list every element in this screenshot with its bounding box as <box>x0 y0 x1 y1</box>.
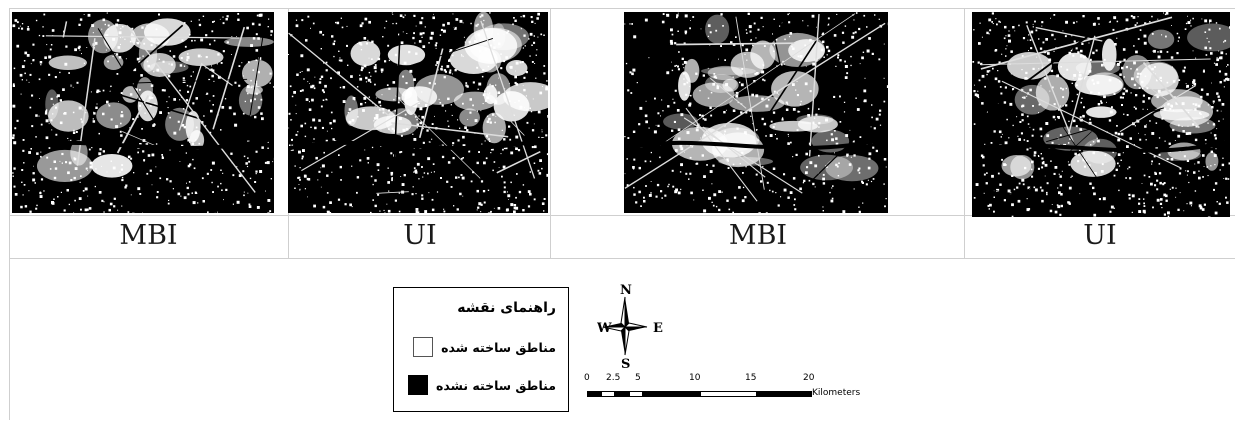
table-border-images-bottom <box>9 215 1235 216</box>
compass-north-label: N <box>620 283 632 298</box>
legend-label-non-built-up: مناطق ساخته نشده <box>436 377 556 393</box>
scale-tick-2-5: 2.5 <box>606 373 621 383</box>
legend-label-built-up: مناطق ساخته شده <box>441 339 556 355</box>
legend-swatch-white <box>413 337 434 357</box>
table-border-captions-bottom <box>9 258 1235 259</box>
map-image-mbi-1 <box>12 12 274 213</box>
legend-item-built-up: مناطق ساخته شده <box>413 336 556 358</box>
scale-seg-7 <box>757 391 812 397</box>
caption-ui-2: UI <box>1083 220 1117 251</box>
table-divider-2 <box>550 8 551 258</box>
compass-south-label: S <box>621 357 630 370</box>
scale-seg-3 <box>615 391 629 397</box>
scale-bar: 0 2.5 5 10 15 20 Kilometers <box>580 373 890 413</box>
scale-tick-5: 5 <box>635 373 641 383</box>
north-arrow-compass-icon: N W E S <box>597 283 663 370</box>
table-border-top <box>9 8 1235 9</box>
map-legend: راهنمای نقشه مناطق ساخته شده مناطق ساخته… <box>393 287 569 412</box>
caption-mbi-1: MBI <box>119 220 178 251</box>
scale-seg-5 <box>643 391 700 397</box>
map-image-ui-2 <box>972 12 1230 217</box>
caption-ui-1: UI <box>403 220 437 251</box>
map-image-mbi-2 <box>624 12 888 213</box>
table-border-left <box>9 8 10 420</box>
scale-unit-label: Kilometers <box>812 388 861 398</box>
scale-seg-4 <box>629 391 643 397</box>
legend-swatch-black <box>408 375 429 395</box>
map-image-ui-1 <box>288 12 548 213</box>
table-divider-3 <box>964 8 965 258</box>
scale-seg-2 <box>601 391 615 397</box>
compass-east-label: E <box>653 321 663 336</box>
scale-seg-1 <box>587 391 601 397</box>
scale-seg-6 <box>700 391 757 397</box>
compass-west-label: W <box>597 321 612 336</box>
legend-title: راهنمای نقشه <box>457 300 556 316</box>
scale-tick-20: 20 <box>803 373 815 383</box>
scale-tick-10: 10 <box>689 373 701 383</box>
legend-item-non-built-up: مناطق ساخته نشده <box>408 374 556 396</box>
scale-tick-0: 0 <box>584 373 590 383</box>
caption-mbi-2: MBI <box>728 220 788 251</box>
scale-tick-15: 15 <box>745 373 757 383</box>
